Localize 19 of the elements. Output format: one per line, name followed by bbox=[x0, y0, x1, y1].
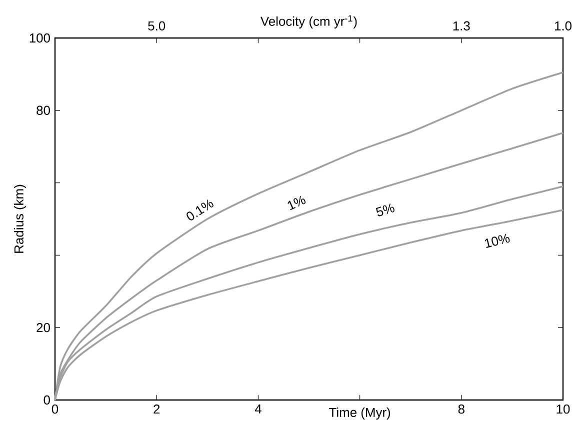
text: 1.3 bbox=[453, 21, 470, 30]
text: 10% bbox=[484, 234, 510, 248]
x-tick-label: 8 bbox=[458, 404, 464, 414]
text: 1% bbox=[288, 196, 306, 210]
x-axis-title: Time (Myr) bbox=[329, 408, 390, 420]
y-tick-label: 100 bbox=[30, 33, 50, 43]
x2-axis-title: Velocity (cm yr$^{-1}$) bbox=[260, 15, 357, 28]
x-tick-label: 4 bbox=[254, 404, 262, 414]
y-tick-label: 20 bbox=[36, 323, 50, 332]
text: 5.0 bbox=[148, 21, 166, 30]
x-tick-label: 0 bbox=[52, 404, 58, 414]
text: 5% bbox=[376, 204, 394, 216]
text: 1.0 bbox=[554, 21, 572, 30]
y-tick-label: 80 bbox=[36, 106, 50, 115]
y-tick-label: 0 bbox=[44, 395, 50, 405]
text: 0.1% bbox=[186, 199, 214, 220]
x-tick-label: 10 bbox=[556, 404, 570, 414]
x-tick-label: 2 bbox=[154, 404, 160, 414]
y-axis-title: Radius (km) bbox=[14, 184, 26, 253]
